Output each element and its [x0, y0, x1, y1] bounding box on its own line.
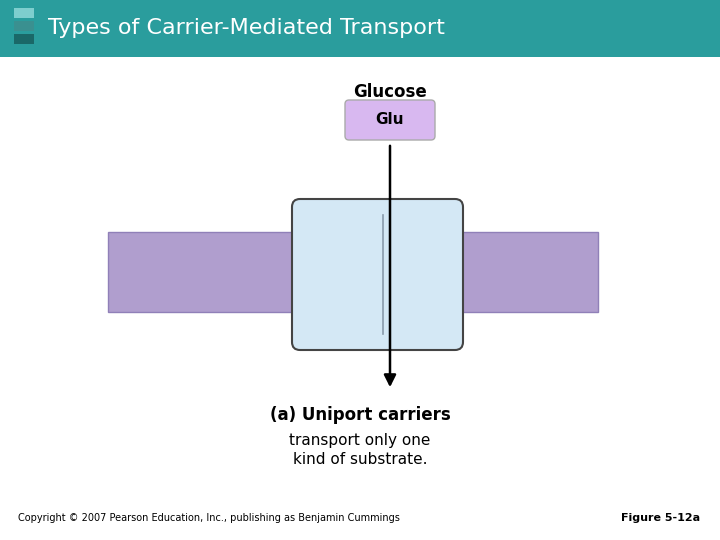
FancyBboxPatch shape	[292, 199, 463, 350]
FancyBboxPatch shape	[345, 100, 435, 140]
Text: Glucose: Glucose	[353, 83, 427, 101]
Text: transport only one: transport only one	[289, 433, 431, 448]
Text: kind of substrate.: kind of substrate.	[293, 453, 427, 468]
Bar	[108, 232, 598, 312]
Text: Glu: Glu	[376, 112, 404, 127]
Text: Copyright © 2007 Pearson Education, Inc., publishing as Benjamin Cummings: Copyright © 2007 Pearson Education, Inc.…	[18, 513, 400, 523]
Bar	[14, 21, 34, 31]
Bar	[0, 0, 720, 57]
Bar	[14, 34, 34, 44]
Text: Types of Carrier-Mediated Transport: Types of Carrier-Mediated Transport	[48, 18, 445, 38]
Text: Figure 5-12a: Figure 5-12a	[621, 513, 700, 523]
Bar	[14, 8, 34, 18]
Text: (a) Uniport carriers: (a) Uniport carriers	[269, 406, 451, 424]
